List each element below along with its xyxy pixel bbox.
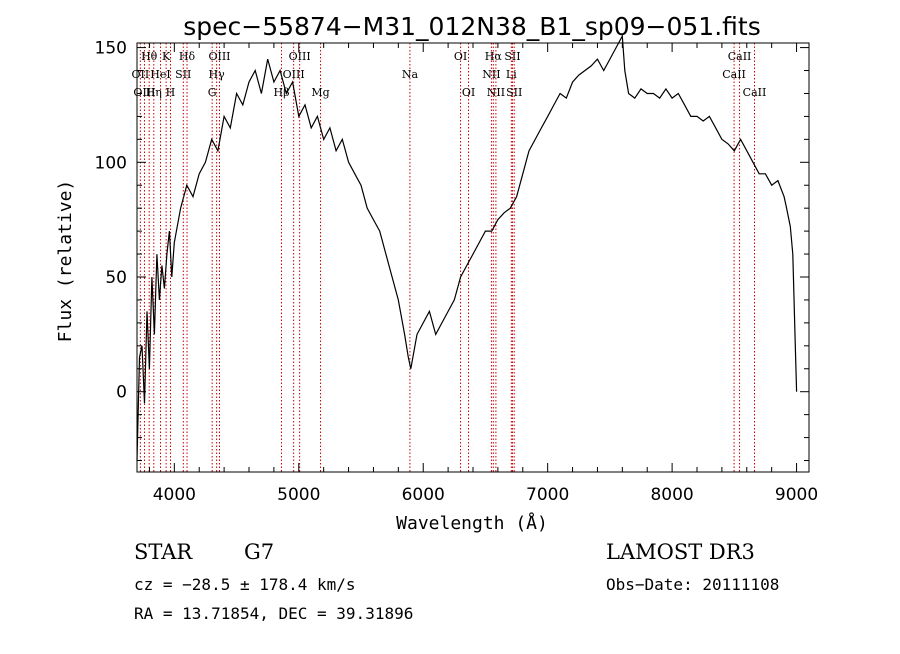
line-marker-label: OIII bbox=[283, 68, 305, 81]
object-class: STAR bbox=[134, 540, 193, 564]
x-tick-label: 7000 bbox=[526, 485, 569, 505]
object-subclass: G7 bbox=[244, 540, 274, 564]
x-tick-label: 8000 bbox=[650, 485, 693, 505]
line-marker-label: Na bbox=[402, 68, 419, 81]
redshift-velocity: cz = −28.5 ± 178.4 km/s bbox=[134, 575, 356, 594]
plot-frame bbox=[136, 42, 810, 473]
line-marker-label: OIII bbox=[289, 50, 311, 63]
coordinates: RA = 13.71854, DEC = 39.31896 bbox=[134, 604, 413, 623]
line-marker-label: HeI bbox=[150, 68, 170, 81]
line-marker-label: SII bbox=[175, 68, 191, 81]
line-marker-label: OIII bbox=[208, 50, 230, 63]
axis-tick-labels: 4000 5000 6000 7000 8000 9000 0 50 100 150 bbox=[95, 39, 819, 505]
chart-title: spec−55874−M31_012N38_B1_sp09−051.fits bbox=[183, 12, 761, 41]
line-marker-label: Hγ bbox=[209, 68, 226, 81]
spectral-line-markers bbox=[139, 43, 755, 472]
line-marker-label: H bbox=[166, 86, 176, 99]
line-marker-label: CaII bbox=[728, 50, 752, 63]
y-tick-label: 100 bbox=[95, 153, 127, 173]
line-marker-label: Hδ bbox=[179, 50, 196, 63]
observation-date: Obs−Date: 20111108 bbox=[606, 575, 779, 594]
line-marker-label: K bbox=[162, 50, 171, 63]
x-tick-label: 9000 bbox=[775, 485, 818, 505]
line-marker-label: SII bbox=[504, 50, 520, 63]
y-axis-label: Flux (relative) bbox=[55, 180, 76, 343]
y-tick-label: 150 bbox=[95, 39, 127, 59]
line-marker-label: Mg bbox=[311, 86, 329, 99]
survey-name: LAMOST DR3 bbox=[606, 540, 755, 564]
line-marker-label: G bbox=[208, 86, 217, 99]
x-tick-label: 4000 bbox=[153, 485, 196, 505]
line-marker-label: CaII bbox=[743, 86, 767, 99]
line-marker-label: CaII bbox=[722, 68, 746, 81]
line-marker-label: NII bbox=[482, 68, 500, 81]
y-tick-label: 0 bbox=[116, 383, 127, 403]
line-marker-label: OI bbox=[454, 50, 467, 63]
axis-ticks bbox=[137, 43, 809, 472]
x-tick-label: 6000 bbox=[402, 485, 445, 505]
line-marker-label: OI bbox=[462, 86, 475, 99]
line-marker-label: OIII bbox=[133, 86, 155, 99]
x-tick-label: 5000 bbox=[277, 485, 320, 505]
line-marker-label: Hη bbox=[146, 86, 162, 99]
line-marker-label: Li bbox=[506, 68, 517, 81]
line-marker-label: OII bbox=[132, 68, 150, 81]
line-marker-label: Hα bbox=[485, 50, 503, 63]
line-marker-label: NII bbox=[487, 86, 505, 99]
x-axis-label: Wavelength (Å) bbox=[396, 512, 548, 534]
spectrum-line bbox=[136, 34, 798, 461]
y-tick-label: 50 bbox=[105, 268, 127, 288]
line-marker-label: SII bbox=[506, 86, 522, 99]
line-marker-label: Hθ bbox=[141, 50, 158, 63]
